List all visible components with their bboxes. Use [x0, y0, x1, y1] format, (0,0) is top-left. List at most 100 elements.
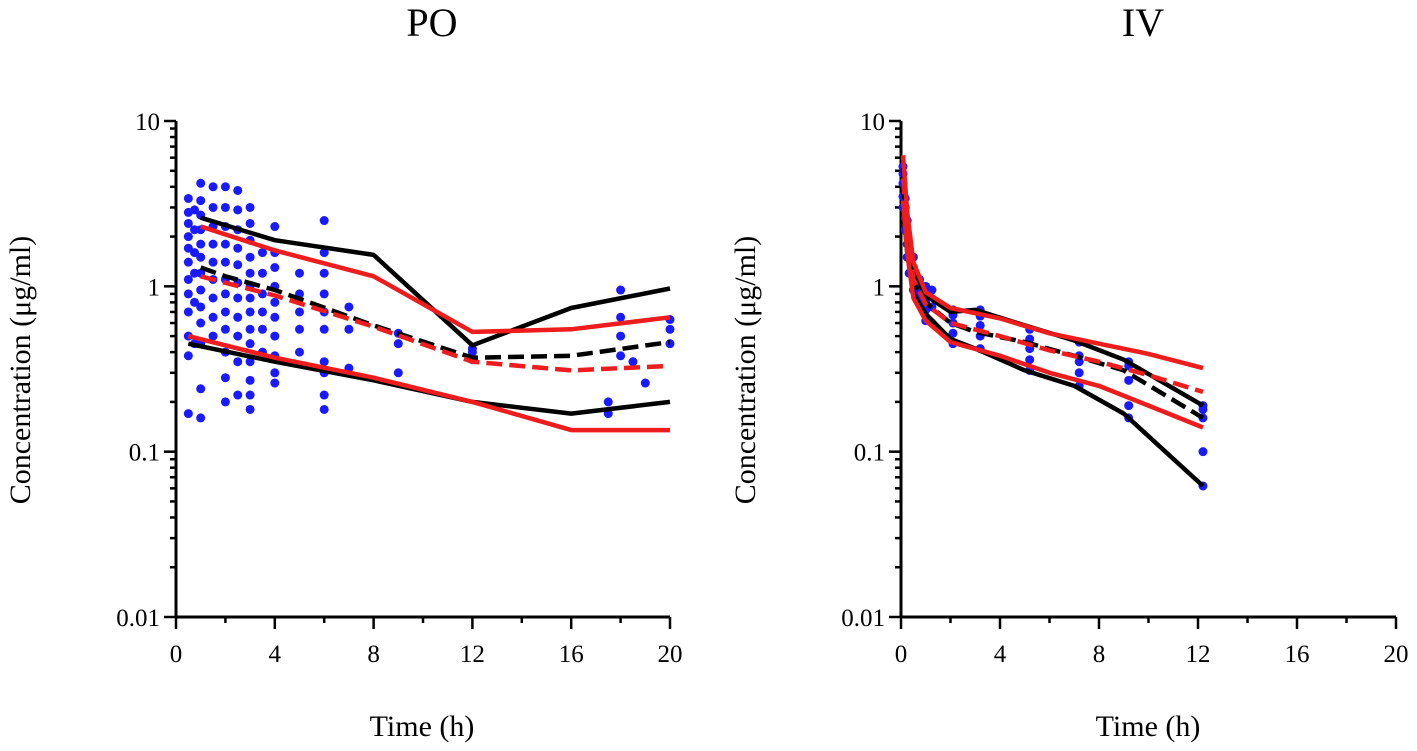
- observed-point: [233, 293, 243, 303]
- observed-point: [233, 260, 243, 270]
- observed-point: [257, 307, 267, 317]
- series-line-observed-95th-percentile: [200, 215, 671, 348]
- x-tick-label: 16: [559, 641, 584, 668]
- observed-point: [245, 324, 255, 334]
- observed-point: [393, 368, 403, 378]
- observed-point: [257, 248, 267, 258]
- observed-point: [220, 289, 230, 299]
- observed-point: [233, 312, 243, 322]
- observed-point: [319, 357, 329, 367]
- observed-point: [344, 302, 354, 312]
- observed-point: [220, 373, 230, 383]
- observed-point: [319, 248, 329, 258]
- series-line-observed-5th-percentile: [900, 202, 1205, 488]
- series-line-predicted-5th-percentile: [187, 333, 670, 433]
- x-tick-label: 4: [994, 641, 1007, 668]
- observed-point: [245, 202, 255, 212]
- observed-point: [295, 347, 304, 357]
- observed-point: [196, 196, 206, 206]
- observed-point: [665, 324, 675, 334]
- observed-point: [208, 202, 218, 212]
- x-tick-label: 0: [895, 641, 908, 668]
- observed-point: [208, 257, 218, 267]
- observed-point: [196, 178, 206, 188]
- observed-point: [190, 205, 200, 215]
- series-line-predicted-95th-percentile: [200, 224, 671, 335]
- x-tick-label: 12: [1186, 641, 1211, 668]
- observed-point: [319, 324, 329, 334]
- series-line-predicted-median: [200, 274, 671, 373]
- observed-point: [270, 262, 280, 272]
- observed-point: [190, 248, 200, 258]
- observed-point: [616, 351, 626, 361]
- observed-point: [245, 307, 255, 317]
- series-line-predicted-95th-percentile: [900, 155, 1204, 371]
- plot-area: 0.01 0.1 1 10 0 4 8 12 16 20: [116, 109, 682, 668]
- observed-point: [270, 331, 280, 341]
- y-tick-label: 0.1: [129, 440, 160, 467]
- observed-point: [393, 339, 403, 349]
- observed-point: [183, 274, 193, 284]
- observed-point: [190, 225, 200, 235]
- observed-point: [220, 257, 230, 267]
- observed-point: [220, 239, 230, 249]
- observed-point: [295, 324, 304, 334]
- observed-point: [220, 307, 230, 317]
- observed-point: [257, 324, 267, 334]
- observed-point: [183, 409, 193, 419]
- observed-point: [183, 307, 193, 317]
- x-tick-label: 16: [1285, 641, 1310, 668]
- observed-point: [190, 297, 200, 307]
- series-line-observed-95th-percentile: [900, 167, 1205, 408]
- x-axis-label: Time (h): [370, 710, 475, 743]
- y-tick-label: 0.01: [841, 605, 885, 632]
- observed-point: [183, 257, 193, 267]
- observed-point: [183, 218, 193, 228]
- observed-point: [245, 339, 255, 349]
- y-axis-label: Concentration (μg/ml): [729, 236, 762, 505]
- observed-point: [270, 297, 280, 307]
- observed-point: [1074, 368, 1084, 378]
- observed-point: [245, 293, 255, 303]
- observed-point: [257, 268, 267, 278]
- observed-point: [1124, 401, 1134, 411]
- observed-point: [319, 289, 329, 299]
- chart-title: IV: [1122, 0, 1164, 45]
- observed-point: [270, 378, 280, 388]
- observed-point: [208, 239, 218, 249]
- observed-point: [233, 243, 243, 253]
- observed-point: [319, 404, 329, 414]
- observed-point: [1025, 355, 1035, 365]
- observed-point: [233, 205, 243, 215]
- chart-title: PO: [406, 0, 457, 45]
- observed-point: [196, 239, 206, 249]
- observed-point: [640, 378, 650, 388]
- x-tick-label: 8: [1093, 641, 1106, 668]
- series-line-observed-median: [199, 265, 671, 360]
- series-line-predicted-5th-percentile: [900, 200, 1204, 430]
- observed-point: [196, 252, 206, 262]
- x-tick-label: 8: [367, 641, 380, 668]
- y-tick-label: 0.1: [854, 440, 885, 467]
- observed-point: [220, 202, 230, 212]
- observed-point: [616, 331, 626, 341]
- observed-point: [319, 390, 329, 400]
- observed-point: [270, 312, 280, 322]
- observed-point: [196, 302, 206, 312]
- observed-point: [270, 222, 280, 232]
- observed-point: [245, 252, 255, 262]
- x-tick-label: 12: [460, 641, 485, 668]
- observed-point: [220, 397, 230, 407]
- observed-point: [344, 324, 354, 334]
- chart-panel-po: PO Concentration (μg/ml) Time (h) 0.010.…: [4, 0, 683, 743]
- observed-point: [183, 193, 193, 203]
- observed-point: [1198, 447, 1208, 457]
- observed-point: [975, 320, 985, 330]
- y-tick-label: 10: [135, 109, 160, 136]
- observed-point: [245, 357, 255, 367]
- observed-point: [196, 384, 206, 394]
- observed-point: [245, 268, 255, 278]
- observed-point: [295, 268, 304, 278]
- observed-point: [948, 328, 958, 338]
